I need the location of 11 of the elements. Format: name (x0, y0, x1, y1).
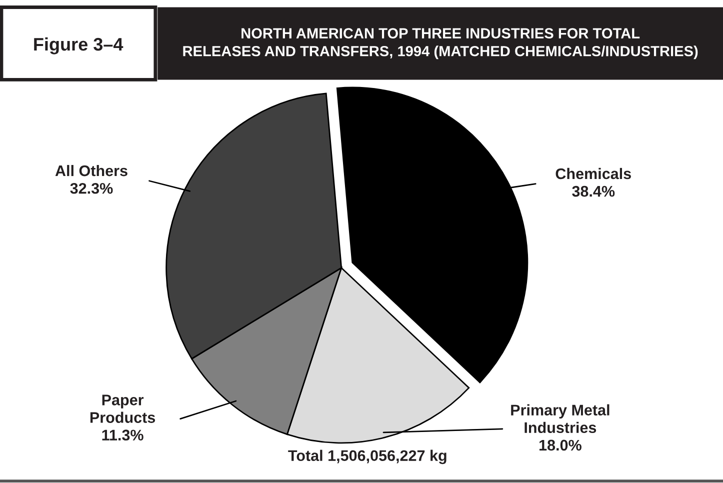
chart-title: NORTH AMERICAN TOP THREE INDUSTRIES FOR TOTAL RELEASES AND TRANSFERS, 1994 (MATCHED CHEMICALS/INDUSTRIES) (183, 28, 698, 60)
data-label: 11.3% (102, 430, 144, 441)
legend-label: Paper Products (90, 394, 156, 423)
data-label: 32.3% (70, 182, 113, 194)
text: Total 1,506,056,227 kg (288, 450, 446, 464)
caption: Figure 3–4 (34, 37, 124, 54)
slice-label: Chemicals (556, 168, 631, 180)
data-label: 18.0% (539, 440, 582, 451)
slice-label: All Others (55, 164, 128, 176)
data-label: 38.4% (572, 186, 615, 197)
slice-label: Primary Metal Industries (511, 404, 610, 434)
